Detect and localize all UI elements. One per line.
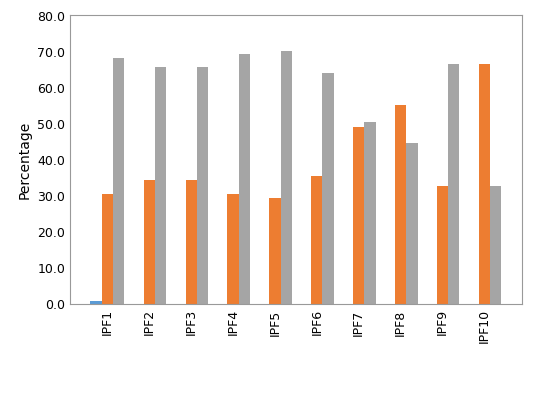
Y-axis label: Percentage: Percentage xyxy=(18,121,32,199)
Bar xyxy=(197,68,208,304)
Bar xyxy=(395,106,406,304)
Bar xyxy=(437,186,448,304)
Bar xyxy=(228,194,239,304)
Bar xyxy=(270,198,281,304)
Bar xyxy=(364,122,376,304)
Bar xyxy=(322,74,334,304)
Bar xyxy=(406,144,417,304)
Bar xyxy=(186,180,197,304)
Legend: Low, Normal, High: Low, Normal, High xyxy=(199,402,393,405)
Bar xyxy=(155,68,166,304)
Bar xyxy=(144,180,155,304)
Bar xyxy=(353,128,364,304)
Bar xyxy=(239,55,250,304)
Bar xyxy=(90,302,102,304)
Bar xyxy=(281,51,292,304)
Bar xyxy=(311,176,322,304)
Bar xyxy=(102,194,113,304)
Bar xyxy=(448,65,459,304)
Bar xyxy=(490,186,501,304)
Bar xyxy=(479,65,490,304)
Bar xyxy=(113,59,124,304)
